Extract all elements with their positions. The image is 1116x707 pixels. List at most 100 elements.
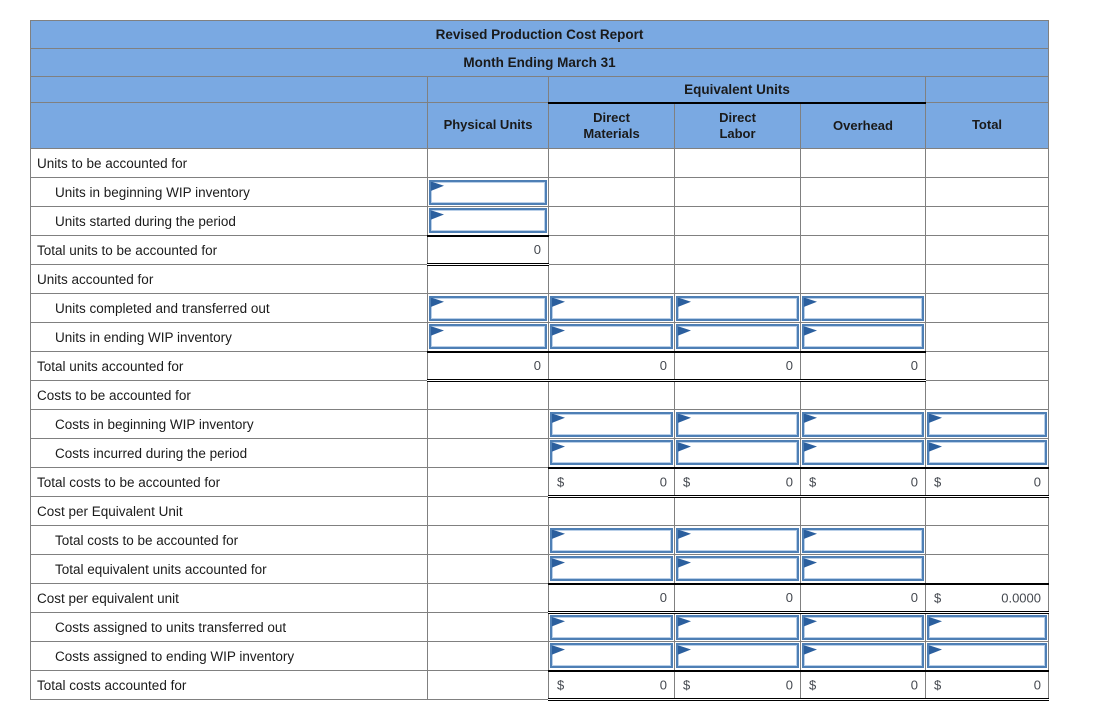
input-cell-dm[interactable]	[550, 527, 673, 553]
input-cell-oh[interactable]	[802, 440, 924, 466]
input-flag-icon	[678, 326, 691, 336]
input-flag-icon	[552, 297, 565, 307]
input-cell-dl[interactable]	[676, 643, 799, 669]
cell-pu	[427, 380, 549, 410]
computed-value-dl: 0	[674, 350, 801, 382]
column-header-direct-labor: Direct Labor	[674, 102, 801, 149]
cell-pu	[427, 177, 549, 207]
input-cell-dm[interactable]	[550, 615, 673, 640]
computed-value-oh: 0	[800, 582, 926, 614]
cell-amount: 0	[659, 677, 667, 693]
computed-money-oh: $0	[800, 466, 926, 498]
cell-amount: 0	[785, 474, 793, 490]
input-cell-dl[interactable]	[676, 295, 799, 321]
input-cell-dl[interactable]	[676, 556, 799, 582]
computed-money-dm: $0	[548, 669, 675, 701]
cell-dm	[548, 409, 675, 439]
table-row: Units completed and transferred out	[30, 293, 1049, 323]
input-flag-icon	[431, 326, 444, 336]
table-row: Units to be accounted for	[30, 148, 1049, 178]
title-row: Revised Production Cost Report	[30, 20, 1049, 49]
input-cell-dl[interactable]	[676, 440, 799, 466]
input-flag-icon	[804, 645, 817, 655]
production-cost-report: Revised Production Cost Report Month End…	[30, 20, 1049, 701]
row-label: Total costs to be accounted for	[30, 525, 428, 555]
cell-total	[925, 641, 1049, 671]
input-cell-dl[interactable]	[676, 411, 799, 437]
production-cost-report-table: Revised Production Cost Report Month End…	[30, 20, 1049, 701]
table-row: Cost per Equivalent Unit	[30, 496, 1049, 526]
computed-value-dm: 0	[548, 350, 675, 382]
cell-oh	[800, 148, 926, 178]
input-cell-dm[interactable]	[550, 295, 673, 321]
input-flag-icon	[678, 617, 691, 627]
column-header-total: Total	[925, 102, 1049, 149]
table-row: Total equivalent units accounted for	[30, 554, 1049, 584]
input-cell-dm[interactable]	[550, 411, 673, 437]
row-label: Costs in beginning WIP inventory	[30, 409, 428, 439]
subtitle-row: Month Ending March 31	[30, 48, 1049, 77]
input-cell-total[interactable]	[927, 615, 1047, 640]
cell-dm	[548, 525, 675, 555]
input-cell-pu[interactable]	[429, 179, 547, 205]
table-row: Units in ending WIP inventory	[30, 322, 1049, 352]
cell-dl	[674, 206, 801, 236]
cell-total	[925, 496, 1049, 526]
input-cell-oh[interactable]	[802, 527, 924, 553]
input-cell-oh[interactable]	[802, 295, 924, 321]
input-cell-dm[interactable]	[550, 643, 673, 669]
input-cell-pu[interactable]	[429, 208, 547, 234]
input-flag-icon	[804, 617, 817, 627]
cell-total	[925, 525, 1049, 555]
cell-amount: 0	[910, 474, 918, 490]
input-cell-dl[interactable]	[676, 324, 799, 350]
table-row: Units in beginning WIP inventory	[30, 177, 1049, 207]
input-cell-pu[interactable]	[429, 295, 547, 321]
input-flag-icon	[678, 297, 691, 307]
cell-pu	[427, 467, 549, 497]
input-cell-oh[interactable]	[802, 643, 924, 669]
cell-dm	[548, 554, 675, 584]
input-cell-oh[interactable]	[802, 411, 924, 437]
equivalent-units-header: Equivalent Units	[548, 76, 926, 104]
equivalent-units-header-row: Equivalent Units	[30, 76, 1049, 104]
input-cell-dm[interactable]	[550, 324, 673, 350]
cell-dl	[674, 380, 801, 410]
currency-symbol: $	[934, 677, 942, 693]
cell-oh	[800, 264, 926, 294]
cell-oh	[800, 235, 926, 265]
input-flag-icon	[431, 181, 444, 191]
input-cell-total[interactable]	[927, 643, 1047, 669]
cell-oh	[800, 380, 926, 410]
input-cell-total[interactable]	[927, 440, 1047, 466]
computed-money-oh: $0	[800, 669, 926, 701]
cell-pu	[427, 264, 549, 294]
currency-symbol: $	[557, 677, 565, 693]
input-cell-oh[interactable]	[802, 556, 924, 582]
input-flag-icon	[678, 558, 691, 568]
input-flag-icon	[678, 645, 691, 655]
input-cell-dm[interactable]	[550, 440, 673, 466]
input-flag-icon	[804, 326, 817, 336]
input-cell-total[interactable]	[927, 411, 1047, 437]
table-row: Costs assigned to units transferred out	[30, 612, 1049, 642]
row-label: Units in beginning WIP inventory	[30, 177, 428, 207]
input-cell-dl[interactable]	[676, 527, 799, 553]
table-row: Units started during the period	[30, 206, 1049, 236]
table-row: Costs to be accounted for	[30, 380, 1049, 410]
input-cell-oh[interactable]	[802, 324, 924, 350]
input-cell-dl[interactable]	[676, 615, 799, 640]
input-cell-pu[interactable]	[429, 324, 547, 350]
cell-pu	[427, 438, 549, 468]
computed-money-total: $0	[925, 669, 1049, 701]
input-cell-dm[interactable]	[550, 556, 673, 582]
input-cell-oh[interactable]	[802, 615, 924, 640]
computed-money-total: $0.0000	[925, 582, 1049, 614]
cell-dm	[548, 612, 675, 642]
cell-pu	[427, 612, 549, 642]
cell-pu	[427, 496, 549, 526]
cell-dl	[674, 438, 801, 468]
cell-dm	[548, 641, 675, 671]
cell-total	[925, 177, 1049, 207]
input-flag-icon	[804, 297, 817, 307]
